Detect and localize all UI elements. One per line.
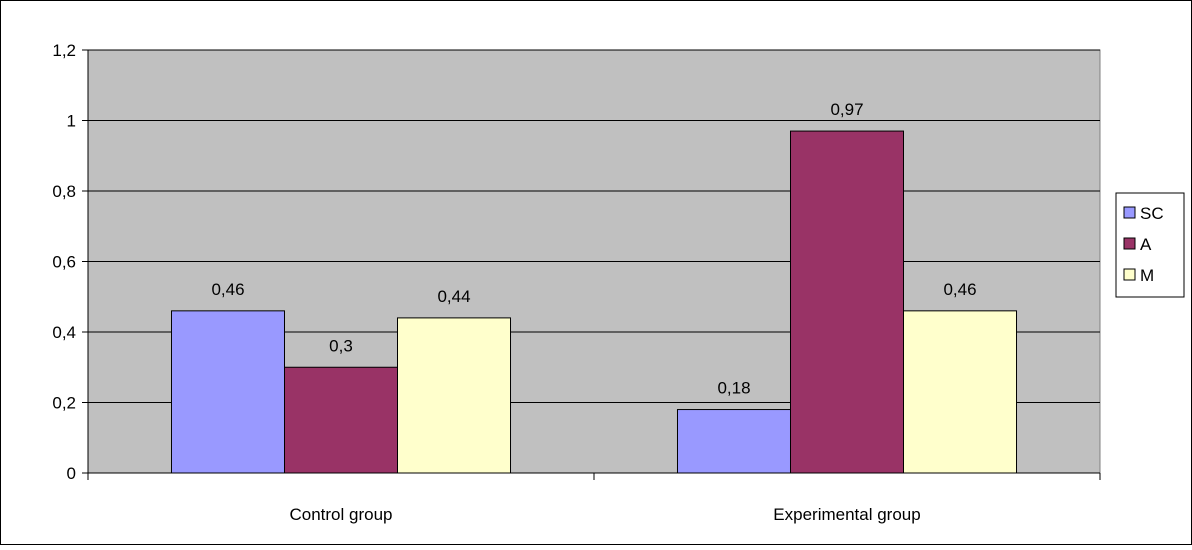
legend: SC AM: [1115, 192, 1185, 298]
y-tick-label: 0,8: [52, 182, 76, 201]
legend-label: A: [1140, 235, 1152, 254]
y-tick-label: 0,4: [52, 323, 76, 342]
bar: [676, 409, 791, 474]
legend-label: M: [1140, 266, 1154, 285]
bar: [397, 317, 512, 474]
plot-area: 0 0,2 0,4 0,6 0,8 1 1,2 0,46 0,3 0,44 Control grou…: [52, 41, 1101, 524]
x-tick-label: Control group: [289, 505, 392, 524]
data-label: 0,44: [437, 287, 470, 306]
bar: [283, 366, 399, 474]
x-tick-label: Experimental group: [773, 505, 920, 524]
y-tick-label: 0: [67, 464, 76, 483]
legend-swatch: [1123, 237, 1136, 250]
y-tick-label: 0,6: [52, 253, 76, 272]
data-label: 0,46: [211, 280, 244, 299]
legend-label: SC: [1140, 204, 1164, 223]
legend-swatch: [1123, 206, 1136, 219]
y-tick-label: 0,2: [52, 394, 76, 413]
data-label: 0,46: [943, 280, 976, 299]
bar: [170, 310, 285, 474]
data-label: 0,3: [329, 336, 353, 355]
bar: [903, 310, 1018, 474]
y-tick-label: 1: [67, 112, 76, 131]
legend-swatch: [1123, 268, 1136, 281]
data-label: 0,97: [830, 100, 863, 119]
y-tick-label: 1,2: [52, 41, 76, 60]
data-label: 0,18: [717, 379, 750, 398]
bar: [789, 130, 905, 474]
